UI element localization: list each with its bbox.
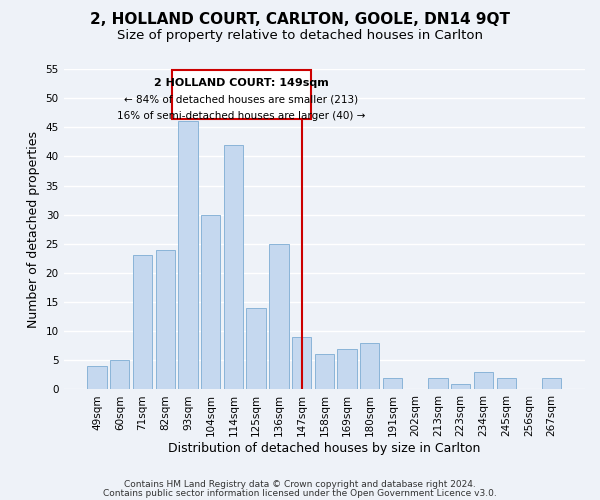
Y-axis label: Number of detached properties: Number of detached properties (27, 130, 40, 328)
Bar (269, 244, 289, 390)
Bar (201, 214, 220, 390)
Bar (88, 366, 107, 390)
Bar (383, 378, 402, 390)
Bar (292, 337, 311, 390)
Bar (451, 384, 470, 390)
Bar (497, 378, 516, 390)
Bar (155, 250, 175, 390)
Text: Contains HM Land Registry data © Crown copyright and database right 2024.: Contains HM Land Registry data © Crown c… (124, 480, 476, 489)
Bar (314, 354, 334, 390)
Bar (428, 378, 448, 390)
Bar (247, 308, 266, 390)
Bar (224, 144, 243, 390)
Text: 16% of semi-detached houses are larger (40) →: 16% of semi-detached houses are larger (… (117, 110, 365, 120)
Bar (178, 122, 197, 390)
Text: ← 84% of detached houses are smaller (213): ← 84% of detached houses are smaller (21… (124, 94, 358, 104)
Text: Size of property relative to detached houses in Carlton: Size of property relative to detached ho… (117, 29, 483, 42)
Bar (133, 256, 152, 390)
Text: Contains public sector information licensed under the Open Government Licence v3: Contains public sector information licen… (103, 488, 497, 498)
Bar (542, 378, 562, 390)
Bar (337, 348, 357, 390)
Bar (474, 372, 493, 390)
X-axis label: Distribution of detached houses by size in Carlton: Distribution of detached houses by size … (168, 442, 481, 455)
Bar (110, 360, 130, 390)
FancyBboxPatch shape (172, 70, 311, 118)
Text: 2, HOLLAND COURT, CARLTON, GOOLE, DN14 9QT: 2, HOLLAND COURT, CARLTON, GOOLE, DN14 9… (90, 12, 510, 28)
Text: 2 HOLLAND COURT: 149sqm: 2 HOLLAND COURT: 149sqm (154, 78, 329, 88)
Bar (360, 343, 379, 390)
